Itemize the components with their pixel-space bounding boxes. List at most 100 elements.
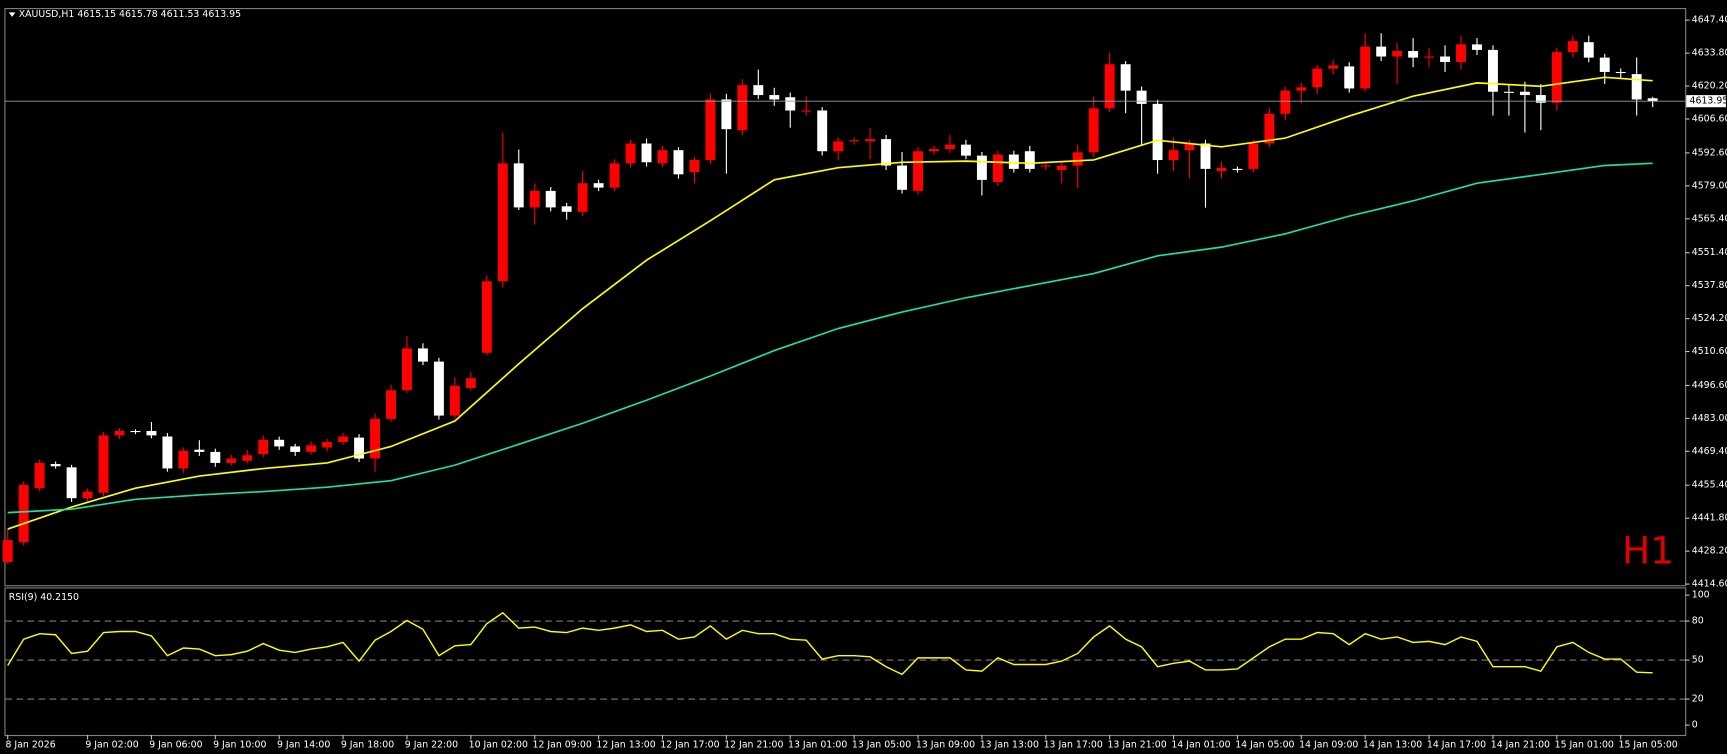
candle-body bbox=[577, 183, 588, 212]
candle-body bbox=[465, 378, 476, 389]
candle-body bbox=[1424, 56, 1435, 58]
y-tick-label: 4524.20 bbox=[1692, 313, 1727, 324]
candle-body bbox=[194, 449, 205, 452]
candle-body bbox=[258, 439, 269, 455]
y-tick-label: 4620.20 bbox=[1692, 81, 1727, 92]
x-tick-label: 13 Jan 01:00 bbox=[788, 739, 847, 750]
candle-body bbox=[1264, 113, 1275, 144]
x-tick-label: 14 Jan 21:00 bbox=[1491, 739, 1550, 750]
x-tick-label: 15 Jan 05:00 bbox=[1619, 739, 1678, 750]
candle-body bbox=[178, 450, 189, 469]
candle-body bbox=[1551, 52, 1562, 103]
candle-body bbox=[98, 435, 109, 493]
candle-body bbox=[162, 436, 173, 469]
candle-body bbox=[1152, 103, 1163, 161]
y-tick-label: 4455.40 bbox=[1692, 480, 1727, 491]
candle-body bbox=[1040, 165, 1051, 167]
candle-body bbox=[1376, 46, 1387, 57]
candle-body bbox=[1024, 151, 1035, 169]
candle-body bbox=[1232, 168, 1243, 170]
candle-body bbox=[1184, 143, 1195, 151]
candle-body bbox=[1599, 57, 1610, 72]
y-tick-label: 4428.20 bbox=[1692, 546, 1727, 557]
x-tick-label: 13 Jan 09:00 bbox=[916, 739, 975, 750]
candle-body bbox=[529, 190, 540, 208]
y-tick-label: 4565.40 bbox=[1692, 213, 1727, 224]
x-tick-label: 9 Jan 14:00 bbox=[277, 739, 330, 750]
candle-body bbox=[146, 430, 157, 436]
candle-body bbox=[1104, 64, 1115, 109]
candle-body bbox=[561, 206, 572, 212]
x-tick-label: 9 Jan 06:00 bbox=[149, 739, 202, 750]
candle-body bbox=[449, 385, 460, 416]
candle-body bbox=[545, 190, 556, 208]
candle-body bbox=[402, 348, 412, 391]
candle-body bbox=[210, 451, 221, 463]
x-tick-label: 14 Jan 01:00 bbox=[1171, 739, 1230, 750]
x-tick-label: 10 Jan 02:00 bbox=[469, 739, 528, 750]
candle-body bbox=[625, 143, 636, 164]
y-tick-label: 0 bbox=[1692, 720, 1698, 731]
candle-body bbox=[1120, 64, 1131, 91]
candle-body bbox=[274, 439, 285, 447]
candle-body bbox=[609, 163, 620, 188]
candle-body bbox=[1248, 143, 1259, 169]
x-tick-label: 12 Jan 17:00 bbox=[660, 739, 719, 750]
x-tick-label: 14 Jan 17:00 bbox=[1427, 739, 1486, 750]
candle-body bbox=[417, 348, 428, 362]
candle-body bbox=[433, 361, 444, 416]
candle-body bbox=[386, 390, 396, 419]
candle-body bbox=[1519, 91, 1530, 96]
x-tick-label: 12 Jan 21:00 bbox=[724, 739, 783, 750]
candle-body bbox=[1647, 98, 1658, 102]
candle-body bbox=[226, 458, 237, 463]
candle-body bbox=[673, 150, 684, 175]
x-tick-label: 9 Jan 22:00 bbox=[405, 739, 458, 750]
candle-body bbox=[1312, 68, 1323, 88]
candle-body bbox=[354, 437, 365, 459]
x-tick-label: 13 Jan 13:00 bbox=[980, 739, 1039, 750]
candle-body bbox=[130, 430, 141, 433]
y-tick-label: 20 bbox=[1692, 694, 1704, 705]
candle-body bbox=[1328, 65, 1339, 69]
candle-body bbox=[114, 430, 125, 436]
candle-body bbox=[82, 491, 93, 499]
candle-body bbox=[992, 154, 1003, 183]
candle-body bbox=[66, 467, 77, 499]
candle-body bbox=[833, 141, 844, 152]
candle-body bbox=[1456, 44, 1466, 63]
candle-body bbox=[1088, 108, 1099, 153]
y-tick-label: 4579.00 bbox=[1692, 180, 1727, 191]
x-tick-label: 14 Jan 05:00 bbox=[1235, 739, 1294, 750]
candle-body bbox=[769, 95, 780, 100]
y-tick-label: 4441.80 bbox=[1692, 513, 1727, 524]
candle-body bbox=[1567, 41, 1578, 53]
moving-average bbox=[7, 162, 1653, 514]
candle-body bbox=[513, 163, 524, 208]
x-tick-label: 9 Jan 18:00 bbox=[341, 739, 394, 750]
candle-body bbox=[18, 484, 29, 543]
candle-body bbox=[1200, 143, 1211, 169]
x-tick-label: 15 Jan 01:00 bbox=[1555, 739, 1614, 750]
candle-body bbox=[1535, 95, 1546, 103]
candle-body bbox=[322, 442, 333, 448]
x-tick-label: 14 Jan 13:00 bbox=[1363, 739, 1422, 750]
candle-body bbox=[338, 436, 349, 443]
chart-title: XAUUSD,H1 4615.15 4615.78 4611.53 4613.9… bbox=[19, 9, 241, 20]
candle-body bbox=[593, 183, 604, 188]
x-tick-label: 14 Jan 09:00 bbox=[1299, 739, 1358, 750]
rsi-title: RSI(9) 40.2150 bbox=[9, 592, 79, 603]
rsi-line bbox=[7, 611, 1653, 676]
candle-body bbox=[641, 143, 652, 163]
candle-body bbox=[1631, 74, 1642, 100]
y-tick-label: 4551.40 bbox=[1692, 247, 1727, 258]
y-tick-label: 4510.60 bbox=[1692, 346, 1727, 357]
candle-body bbox=[785, 97, 796, 111]
candle-body bbox=[1583, 42, 1594, 58]
candle-body bbox=[801, 110, 812, 112]
y-tick-label: 4414.60 bbox=[1692, 579, 1727, 590]
candle-body bbox=[50, 464, 61, 467]
candle-body bbox=[689, 160, 700, 173]
candle-body bbox=[1072, 152, 1083, 166]
